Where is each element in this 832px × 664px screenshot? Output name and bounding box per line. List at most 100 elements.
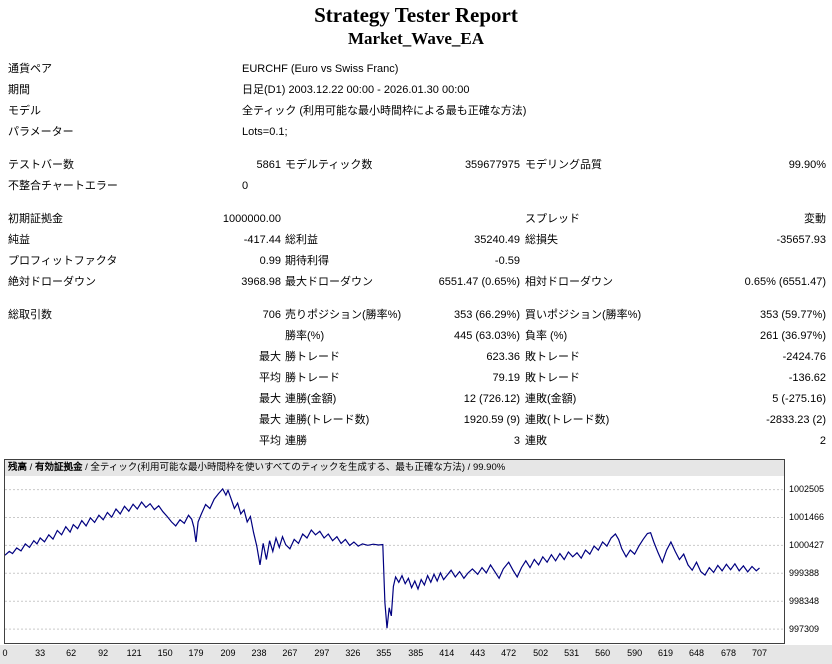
x-tick-label: 385	[408, 648, 424, 658]
x-tick-label: 648	[688, 648, 705, 658]
report-label: 絶対ドローダウン	[8, 276, 96, 288]
report-row: 不整合チャートエラー 0	[0, 176, 832, 197]
x-tick-label: 62	[66, 648, 77, 658]
legend-separator: /	[27, 462, 35, 473]
report-value: 平均	[259, 372, 281, 384]
report-value: 359677975	[464, 159, 520, 171]
x-tick-label: 472	[501, 648, 517, 658]
report-title: Strategy Tester Report	[314, 3, 518, 27]
report-value: 最大	[259, 393, 281, 405]
report-label: プロフィットファクタ	[8, 255, 118, 267]
report-row: 平均 勝トレード 79.19 敗トレード -136.62	[0, 368, 832, 389]
report-label: 連敗(金額)	[525, 393, 577, 405]
report-value: 353 (66.29%)	[453, 309, 520, 321]
report-label: 総損失	[525, 234, 558, 246]
report-value: 12 (726.12)	[463, 393, 520, 405]
report-value: 353 (59.77%)	[759, 309, 826, 321]
report-label: 総取引数	[8, 309, 52, 321]
x-tick-label: 590	[627, 648, 643, 658]
balance-chart: 残高 / 有効証拠金 / 全ティック(利用可能な最小時間枠を使いすべてのティック…	[4, 459, 785, 644]
report-value: -2424.76	[782, 351, 826, 363]
x-tick-label: 707	[751, 648, 768, 658]
report-label: 連勝(トレード数)	[285, 414, 370, 426]
report-row: 絶対ドローダウン 3968.98 最大ドローダウン 6551.47 (0.65%) 相対…	[0, 272, 832, 293]
report-value: -35657.93	[776, 234, 826, 246]
report-value: 全ティック (利用可能な最小時間枠による最も正確な方法)	[242, 105, 527, 117]
legend-balance-label: 残高	[8, 462, 28, 473]
report-label: 初期証拠金	[8, 213, 63, 225]
report-label: パラメーター	[8, 126, 74, 138]
x-tick-label: 179	[188, 648, 204, 658]
x-tick-label: 414	[439, 648, 455, 658]
report-value: 平均	[259, 435, 281, 447]
report-label: モデル	[8, 105, 41, 117]
x-tick-label: 0	[2, 648, 8, 658]
report-row: 平均 連勝 3 連敗 2	[0, 431, 832, 452]
report-row: 勝率(%) 445 (63.03%) 負率 (%) 261 (36.97%)	[0, 326, 832, 347]
report-value: -0.59	[494, 255, 520, 267]
report-row: 総取引数 706 売りポジション(勝率%) 353 (66.29%) 買いポジション(勝…	[0, 305, 832, 326]
y-tick-label: 999388	[789, 567, 820, 578]
report-value: -2833.23 (2)	[766, 414, 826, 426]
report-value: 1920.59 (9)	[463, 414, 520, 426]
report-row: 純益 -417.44 総利益 35240.49 総損失 -35657.93	[0, 230, 832, 251]
x-tick-label: 33	[35, 648, 46, 658]
report-value: 2	[819, 435, 826, 447]
report-row: 期間 日足(D1) 2003.12.22 00:00 - 2026.01.30 0…	[0, 80, 832, 101]
x-tick-label: 92	[98, 648, 109, 658]
ea-name: Market_Wave_EA	[348, 29, 484, 48]
report-row: モデル 全ティック (利用可能な最小時間枠による最も正確な方法)	[0, 101, 832, 122]
report-label: スプレッド	[525, 213, 580, 225]
report-value: 3968.98	[241, 276, 281, 288]
report-label: 買いポジション(勝率%)	[525, 309, 642, 321]
report-label: 負率 (%)	[525, 330, 568, 342]
y-tick-label: 1001466	[789, 512, 825, 522]
report-row: プロフィットファクタ 0.99 期待利得 -0.59	[0, 251, 832, 272]
report-label: 連勝	[285, 435, 307, 447]
report-label: モデリング品質	[525, 159, 602, 171]
y-axis-labels: 1002505 1001466 1000427 999388 998348 997309	[789, 476, 832, 644]
report-label: 敗トレード	[525, 351, 580, 363]
report-value: 0	[242, 180, 249, 192]
report-label: 連勝(金額)	[285, 393, 337, 405]
report-row: 最大 連勝(トレード数) 1920.59 (9) 連敗(トレード数) -2833.23 …	[0, 410, 832, 431]
x-axis-strip: 0 33 62 92 121 150 179 209 238 267 297 326 355 385 414…	[0, 645, 832, 664]
x-tick-label: 267	[282, 648, 298, 658]
legend-model-quality: 99.90%	[472, 462, 506, 473]
y-tick-label: 998348	[789, 595, 820, 606]
report-row: パラメーター Lots=0.1;	[0, 122, 832, 143]
x-tick-label: 355	[376, 648, 392, 658]
report-row: 初期証拠金 1000000.00 スプレッド 変動	[0, 209, 832, 230]
x-tick-label: 238	[251, 648, 267, 658]
balance-line	[4, 487, 760, 629]
x-tick-label: 150	[157, 648, 173, 658]
report-label: 売りポジション(勝率%)	[285, 309, 402, 321]
report-value: -136.62	[788, 372, 826, 384]
report-label: 通貨ペア	[8, 63, 52, 75]
x-tick-label: 678	[720, 648, 737, 658]
x-tick-label: 297	[314, 648, 330, 658]
report-value: 最大	[259, 414, 281, 426]
report-label: 最大ドローダウン	[285, 276, 373, 288]
legend-equity-label: 有効証拠金	[34, 462, 83, 473]
report-value: 変動	[804, 213, 826, 225]
report-row: 最大 勝トレード 623.36 敗トレード -2424.76	[0, 347, 832, 368]
report-label: 不整合チャートエラー	[8, 180, 118, 192]
report-value: 1000000.00	[222, 213, 281, 225]
balance-curve-svg	[4, 487, 784, 630]
report-value: 最大	[259, 351, 281, 363]
report-label: 総利益	[285, 234, 318, 246]
y-tick-label: 997309	[789, 623, 820, 634]
report-label: 敗トレード	[525, 372, 580, 384]
report-label: 勝トレード	[285, 351, 340, 363]
report-value: 5861	[256, 159, 281, 171]
report-value: Lots=0.1;	[242, 126, 288, 138]
report-value: EURCHF (Euro vs Swiss Franc)	[242, 63, 399, 75]
x-tick-label: 560	[595, 648, 611, 658]
report-label: 期待利得	[285, 255, 329, 267]
y-tick-label: 1002505	[789, 484, 825, 495]
report-label: 連敗(トレード数)	[525, 414, 610, 426]
report-value: 35240.49	[474, 234, 520, 246]
report-value: 0.99	[259, 255, 281, 267]
y-tick-label: 1000427	[789, 539, 825, 550]
